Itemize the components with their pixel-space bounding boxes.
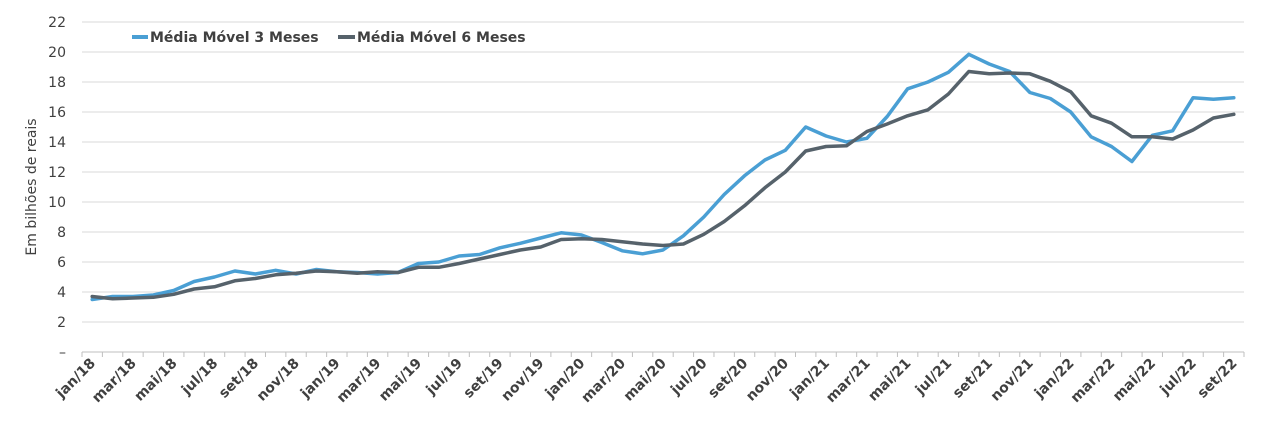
x-tick-label: mar/19 — [334, 356, 385, 407]
x-tick-label: nov/18 — [254, 356, 303, 405]
y-axis-ticks: – 2 4 6 8 10 12 14 16 18 20 22 — [48, 15, 66, 361]
legend: Média Móvel 3 Meses Média Móvel 6 Meses — [132, 30, 526, 46]
legend-item-6m: Média Móvel 6 Meses — [338, 30, 526, 46]
y-tick-label: 8 — [57, 225, 66, 241]
x-tick-label: jul/19 — [423, 356, 466, 399]
x-tick-label: mai/19 — [376, 356, 425, 405]
x-tick-label: mar/21 — [823, 356, 874, 407]
y-tick-label: 16 — [48, 105, 66, 121]
gridlines — [82, 21, 1244, 323]
x-tick-label: mar/22 — [1068, 356, 1119, 407]
y-tick-label: 6 — [57, 255, 66, 271]
x-tick-label: set/22 — [1195, 356, 1241, 402]
y-tick-label: 10 — [48, 195, 66, 211]
y-tick-label: 20 — [48, 45, 66, 61]
x-axis-ticks: jan/18mar/18mai/18jul/18set/18nov/18jan/… — [52, 355, 1240, 406]
x-tick-label: mar/20 — [578, 355, 629, 406]
series-lines — [90, 52, 1236, 302]
x-tick-label: jul/22 — [1157, 356, 1200, 399]
y-tick-label: 2 — [57, 315, 66, 331]
y-tick-label: 22 — [48, 15, 66, 31]
series-line-3m — [90, 52, 1236, 302]
x-tick-label: jul/20 — [667, 355, 710, 398]
x-tick-label: jul/21 — [912, 356, 955, 399]
x-tick-label: mai/18 — [131, 356, 180, 405]
y-axis-label: Em bilhões de reais — [24, 118, 40, 255]
y-tick-label: 14 — [48, 135, 66, 151]
y-tick-label: – — [59, 345, 66, 361]
legend-label-6m: Média Móvel 6 Meses — [357, 30, 526, 46]
x-tick-label: mar/18 — [89, 356, 140, 407]
x-tick-label: nov/21 — [988, 356, 1037, 405]
legend-label-3m: Média Móvel 3 Meses — [150, 30, 319, 46]
legend-item-3m: Média Móvel 3 Meses — [132, 30, 319, 46]
y-tick-label: 12 — [48, 165, 66, 181]
x-tick-label: mai/20 — [621, 355, 670, 404]
x-tick-label: jul/18 — [178, 356, 221, 399]
x-tick-label: nov/20 — [743, 355, 792, 404]
x-tick-label: mai/21 — [865, 356, 914, 405]
x-tick-label: nov/19 — [499, 356, 548, 405]
y-tick-label: 4 — [57, 285, 66, 301]
x-tick-label: mai/22 — [1110, 356, 1159, 405]
series-line-6m — [90, 69, 1236, 301]
y-tick-label: 18 — [48, 75, 66, 91]
x-axis — [81, 351, 1245, 357]
